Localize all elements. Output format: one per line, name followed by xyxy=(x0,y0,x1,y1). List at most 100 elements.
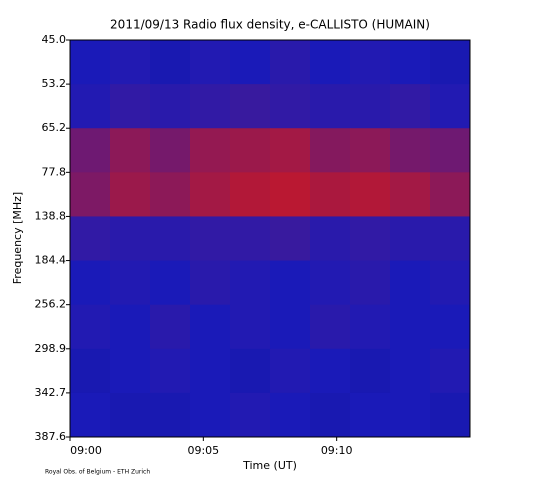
spectrogram-cell xyxy=(150,304,191,350)
spectrogram-cell xyxy=(150,348,191,394)
spectrogram-cell xyxy=(350,304,391,350)
spectrogram-cell xyxy=(310,348,351,394)
spectrogram-cell xyxy=(230,304,271,350)
spectrogram-cell xyxy=(270,304,311,350)
spectrogram-cell xyxy=(150,172,191,217)
spectrogram-cell xyxy=(310,40,351,85)
spectrogram-cell xyxy=(70,392,111,438)
spectrogram-cell xyxy=(150,216,191,262)
spectrogram-cell xyxy=(190,40,231,85)
spectrogram-cell xyxy=(110,40,151,85)
spectrogram-cell xyxy=(350,260,391,306)
spectrogram-cell xyxy=(70,40,111,85)
spectrogram-cell xyxy=(350,392,391,438)
spectrogram-cell xyxy=(390,216,431,262)
y-tick-label: 342.7 xyxy=(35,386,67,399)
x-tick-label: 09:05 xyxy=(187,444,219,457)
spectrogram-cell xyxy=(190,84,231,129)
x-tick-label: 09:10 xyxy=(321,444,353,457)
spectrogram-cell xyxy=(430,172,471,217)
spectrogram-cell xyxy=(310,216,351,262)
x-tick-label: 09:00 xyxy=(70,444,102,457)
spectrogram-cell xyxy=(430,348,471,394)
spectrogram-cell xyxy=(110,84,151,129)
spectrogram-cell xyxy=(110,260,151,306)
spectrogram-cell xyxy=(350,216,391,262)
spectrogram-cell xyxy=(270,40,311,85)
plot-frame xyxy=(69,39,471,438)
y-tick-label: 298.9 xyxy=(35,342,67,355)
spectrogram-cell xyxy=(270,172,311,217)
spectrogram-cell xyxy=(150,40,191,85)
spectrogram-cell xyxy=(230,172,271,217)
spectrogram-cell xyxy=(390,128,431,173)
spectrogram-cell xyxy=(230,348,271,394)
spectrogram-cell xyxy=(270,392,311,438)
spectrogram-cell xyxy=(70,260,111,306)
spectrogram-cell xyxy=(390,172,431,217)
spectrogram-cell xyxy=(430,40,471,85)
chart-title: 2011/09/13 Radio flux density, e-CALLIST… xyxy=(110,18,430,32)
spectrogram-cell xyxy=(70,304,111,350)
y-axis-label: Frequency [MHz] xyxy=(11,192,24,284)
spectrogram-cell xyxy=(390,304,431,350)
spectrogram-cell xyxy=(350,128,391,173)
spectrogram-cell xyxy=(190,172,231,217)
spectrogram-cell xyxy=(110,304,151,350)
y-tick-label: 184.4 xyxy=(35,254,67,267)
spectrogram-cell xyxy=(70,172,111,217)
spectrogram-cell xyxy=(430,304,471,350)
spectrogram-cell xyxy=(230,40,271,85)
spectrogram-cell xyxy=(310,128,351,173)
spectrogram-cell xyxy=(110,128,151,173)
spectrogram-cell xyxy=(350,40,391,85)
spectrogram-cell xyxy=(390,40,431,85)
y-tick-label: 53.2 xyxy=(42,77,67,90)
spectrogram-cell xyxy=(230,260,271,306)
spectrogram-cell xyxy=(190,216,231,262)
spectrogram-cell xyxy=(270,84,311,129)
y-tick-label: 65.2 xyxy=(42,121,67,134)
spectrogram-cell xyxy=(110,392,151,438)
spectrogram-cell xyxy=(70,216,111,262)
spectrogram-cell xyxy=(350,84,391,129)
spectrogram-cell xyxy=(190,348,231,394)
spectrogram-cell xyxy=(150,128,191,173)
spectrogram-cell xyxy=(270,348,311,394)
spectrogram-cell xyxy=(230,128,271,173)
spectrogram-cell xyxy=(390,348,431,394)
spectrogram-cell xyxy=(190,304,231,350)
spectrogram-cell xyxy=(430,84,471,129)
spectrogram-cell xyxy=(310,392,351,438)
y-tick-label: 138.8 xyxy=(35,209,67,222)
spectrogram-cell xyxy=(430,392,471,438)
spectrogram-cell xyxy=(430,216,471,262)
spectrogram-cell xyxy=(270,128,311,173)
spectrogram-cell xyxy=(310,260,351,306)
spectrogram-cell xyxy=(150,260,191,306)
spectrogram-cell xyxy=(350,348,391,394)
spectrogram-cell xyxy=(390,260,431,306)
spectrogram-cell xyxy=(190,128,231,173)
spectrogram-cell xyxy=(430,128,471,173)
spectrogram-cell xyxy=(110,172,151,217)
y-tick-label: 77.8 xyxy=(42,165,67,178)
y-tick-label: 256.2 xyxy=(35,298,67,311)
spectrogram-cell xyxy=(430,260,471,306)
spectrogram-cell xyxy=(70,348,111,394)
spectrogram-cell xyxy=(110,216,151,262)
spectrogram-cell xyxy=(70,84,111,129)
spectrogram-cell xyxy=(390,84,431,129)
spectrogram-cell xyxy=(350,172,391,217)
spectrogram-cell xyxy=(190,260,231,306)
spectrogram-cell xyxy=(270,216,311,262)
spectrogram-cell xyxy=(310,84,351,129)
spectrogram-cell xyxy=(190,392,231,438)
spectrogram-cell xyxy=(310,304,351,350)
spectrogram-cell xyxy=(70,128,111,173)
y-tick-label: 387.6 xyxy=(35,430,67,443)
spectrogram-cell xyxy=(390,392,431,438)
spectrogram-cell xyxy=(310,172,351,217)
spectrogram-cell xyxy=(110,348,151,394)
